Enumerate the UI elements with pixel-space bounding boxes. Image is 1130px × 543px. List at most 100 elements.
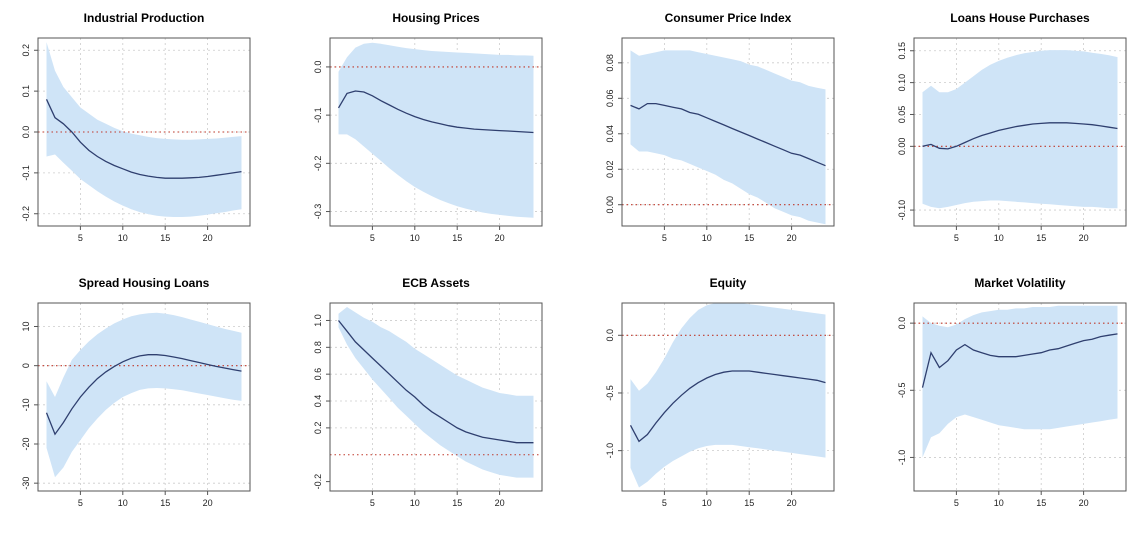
x-tick-label: 15 <box>1036 498 1046 508</box>
x-tick-label: 20 <box>495 498 505 508</box>
y-tick-label: 1.0 <box>313 314 323 327</box>
panel-title: Loans House Purchases <box>950 11 1090 25</box>
median-line <box>630 102 826 167</box>
x-tick-label: 10 <box>994 498 1004 508</box>
median-line <box>337 90 534 134</box>
x-tick-label: 5 <box>370 233 375 243</box>
x-tick-label: 15 <box>160 233 170 243</box>
panel-title: Spread Housing Loans <box>79 276 210 290</box>
confidence-band <box>338 42 534 218</box>
x-tick-label: 15 <box>452 233 462 243</box>
x-tick-label: 15 <box>160 498 170 508</box>
y-tick-label: -0.2 <box>313 474 323 490</box>
irf-panel: Equity 5 10 15 20 -1.0 -0.5 0.0 <box>605 276 835 508</box>
panel-title: Equity <box>710 276 747 290</box>
y-tick-label: 0.4 <box>313 395 323 408</box>
y-tick-label: -0.10 <box>897 200 907 221</box>
y-tick-label: -10 <box>21 398 31 411</box>
y-tick-label: 0.0 <box>313 61 323 74</box>
y-tick-label: -1.0 <box>897 450 907 466</box>
median-line <box>922 122 1118 150</box>
plot-frame <box>913 302 1127 492</box>
x-tick-label: 10 <box>118 498 128 508</box>
y-tick-label: 0.2 <box>21 44 31 57</box>
y-tick-label: -0.2 <box>313 156 323 172</box>
x-tick-label: 5 <box>954 498 959 508</box>
x-tick-label: 20 <box>1079 233 1089 243</box>
x-tick-label: 15 <box>744 498 754 508</box>
y-tick-label: 0.06 <box>605 90 615 108</box>
y-tick-label: 0.1 <box>21 85 31 98</box>
y-tick-label: 0.2 <box>313 422 323 435</box>
confidence-band <box>630 303 826 488</box>
plot-frame <box>913 37 1127 227</box>
y-tick-label: 0.00 <box>605 196 615 214</box>
y-tick-label: 0.10 <box>897 74 907 92</box>
irf-panel: Spread Housing Loans 5 10 15 20 -30 -20 -10 0 10 <box>21 276 251 508</box>
x-tick-label: 10 <box>702 233 712 243</box>
median-line <box>629 370 826 443</box>
y-tick-label: -30 <box>21 477 31 490</box>
y-tick-label: -1.0 <box>605 443 615 459</box>
x-tick-label: 20 <box>495 233 505 243</box>
y-tick-label: -0.3 <box>313 204 323 220</box>
panel-title: Industrial Production <box>84 11 205 25</box>
y-tick-label: -0.1 <box>21 165 31 181</box>
x-tick-label: 20 <box>1079 498 1089 508</box>
y-tick-label: -0.5 <box>897 383 907 399</box>
x-tick-label: 5 <box>954 233 959 243</box>
confidence-band <box>338 307 534 478</box>
y-tick-label: 0.02 <box>605 160 615 178</box>
x-tick-label: 5 <box>662 233 667 243</box>
y-tick-label: -0.2 <box>21 206 31 222</box>
confidence-band <box>630 50 826 225</box>
y-tick-label: 0 <box>21 363 31 368</box>
x-tick-label: 15 <box>744 233 754 243</box>
irf-panel: Industrial Production 5 10 15 20 -0.2 -0.1 0.0 0… <box>21 11 251 243</box>
x-tick-label: 20 <box>787 498 797 508</box>
median-line <box>45 354 242 436</box>
y-tick-label: 0.04 <box>605 125 615 143</box>
confidence-band <box>46 312 242 478</box>
plot-frame <box>329 37 543 227</box>
x-tick-label: 10 <box>702 498 712 508</box>
plot-frame <box>329 302 543 492</box>
x-tick-label: 5 <box>78 498 83 508</box>
irf-panel: ECB Assets 5 10 15 20 0.2 0.4 0.6 0.8 1.0 -0.2 <box>313 276 543 508</box>
plot-frame <box>621 302 835 492</box>
panel-title: Housing Prices <box>392 11 480 25</box>
plot-frame <box>621 37 835 227</box>
y-tick-label: -0.1 <box>313 107 323 123</box>
x-tick-label: 20 <box>203 498 213 508</box>
x-tick-label: 15 <box>452 498 462 508</box>
irf-panel: Housing Prices 5 10 15 20 -0.3 -0.2 -0.1 0.0 <box>313 11 543 243</box>
x-tick-label: 10 <box>410 233 420 243</box>
plot-frame <box>37 302 251 492</box>
irf-panel: Market Volatility 5 10 15 20 -1.0 -0.5 0.0 <box>897 276 1127 508</box>
y-tick-label: 0.0 <box>605 329 615 342</box>
x-tick-label: 20 <box>203 233 213 243</box>
y-tick-label: 0.05 <box>897 106 907 124</box>
panel-title: ECB Assets <box>402 276 470 290</box>
y-tick-label: -20 <box>21 437 31 450</box>
median-line <box>45 99 242 179</box>
x-tick-label: 5 <box>370 498 375 508</box>
median-line <box>921 333 1118 388</box>
y-tick-label: -0.5 <box>605 385 615 401</box>
panel-title: Consumer Price Index <box>665 11 792 25</box>
confidence-band <box>46 42 242 217</box>
y-tick-label: 0.00 <box>897 138 907 156</box>
panel-title: Market Volatility <box>974 276 1065 290</box>
y-tick-label: 10 <box>21 321 31 331</box>
y-tick-label: 0.8 <box>313 341 323 354</box>
y-tick-label: 0.15 <box>897 42 907 60</box>
x-tick-label: 5 <box>662 498 667 508</box>
y-tick-label: 0.08 <box>605 54 615 72</box>
irf-panel: Consumer Price Index 5 10 15 20 0.00 0.02 0.04 0… <box>605 11 835 243</box>
y-tick-label: 0.0 <box>21 126 31 139</box>
x-tick-label: 5 <box>78 233 83 243</box>
x-tick-label: 10 <box>410 498 420 508</box>
y-tick-label: 0.6 <box>313 368 323 381</box>
x-tick-label: 10 <box>118 233 128 243</box>
